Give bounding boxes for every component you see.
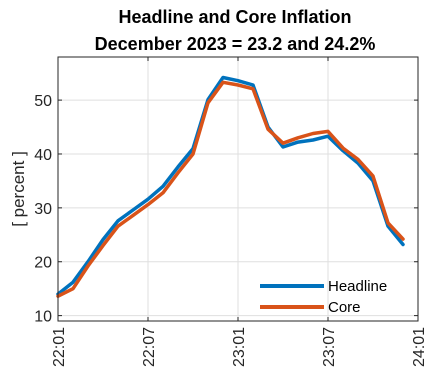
y-tick-label: 10: [34, 309, 52, 326]
legend: Headline Core: [260, 278, 387, 316]
x-tick-label: 22:01: [51, 327, 68, 367]
series-line-core: [56, 80, 405, 298]
x-tick-label: 24:01: [411, 327, 428, 367]
chart-title: Headline and Core Inflation: [118, 7, 351, 27]
y-tick-label: 50: [34, 93, 52, 110]
series-lines: [56, 75, 405, 298]
y-tick-label: 40: [34, 147, 52, 164]
legend-label-core: Core: [328, 299, 361, 316]
axis-ticks: 10 20 30 40 50 22:01 22:07 23:01 23:07 24:01: [34, 57, 428, 367]
chart-subtitle: December 2023 = 23.2 and 24.2%: [95, 34, 376, 54]
y-tick-label: 30: [34, 201, 52, 218]
x-tick-label: 22:07: [141, 327, 158, 367]
y-tick-label: 20: [34, 255, 52, 272]
legend-label-headline: Headline: [328, 278, 387, 295]
x-tick-label: 23:07: [321, 327, 338, 367]
y-axis-label: [ percent ]: [9, 151, 28, 227]
series-line-headline: [56, 75, 405, 296]
x-tick-label: 23:01: [231, 327, 248, 367]
